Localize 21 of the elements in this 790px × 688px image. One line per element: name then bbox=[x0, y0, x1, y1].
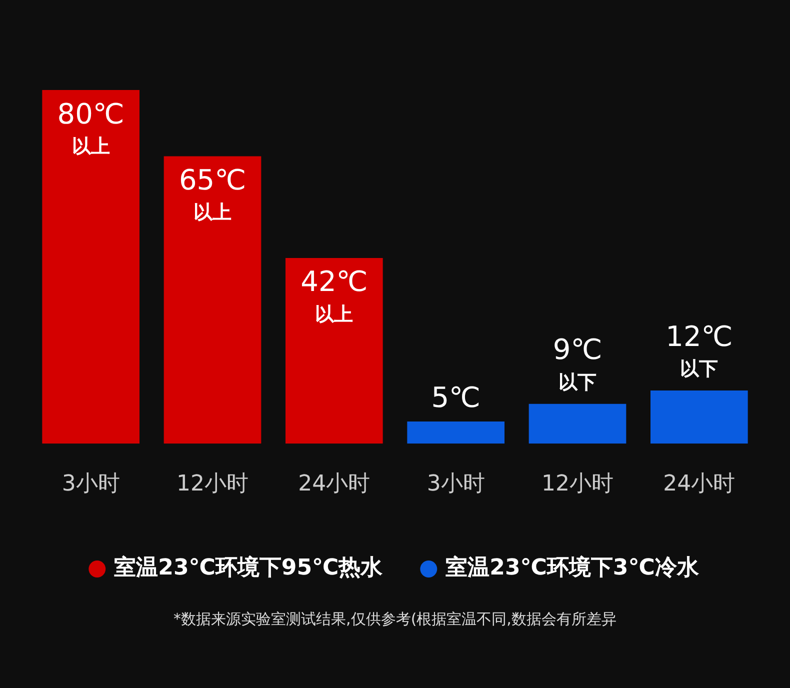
legend-label: 室温23℃环境下95℃热水 bbox=[114, 554, 384, 581]
bar bbox=[407, 422, 504, 444]
bar bbox=[286, 258, 383, 444]
bar bbox=[528, 404, 626, 444]
data-label: 42℃ 以上 bbox=[300, 265, 368, 326]
legend-label: 室温23℃环境下3℃冷水 bbox=[446, 554, 700, 581]
x-tick-label: 3小时 bbox=[62, 472, 120, 497]
x-tick-label: 12小时 bbox=[542, 472, 614, 497]
bar bbox=[164, 156, 262, 444]
x-tick-label: 24小时 bbox=[298, 472, 370, 497]
x-tick-label: 12小时 bbox=[176, 472, 248, 497]
data-label: 9℃ 以下 bbox=[552, 333, 602, 394]
x-tick-label: 24小时 bbox=[663, 472, 736, 497]
data-label: 80℃ 以上 bbox=[57, 97, 124, 158]
text: *数据来源实验室测试结果,仅供参考(根据室温不同,数据会有所差异 bbox=[172, 610, 618, 629]
bar bbox=[650, 390, 748, 444]
x-tick-label: 3小时 bbox=[426, 472, 485, 497]
data-label: 65℃ 以上 bbox=[178, 164, 246, 224]
bar bbox=[42, 90, 140, 444]
data-label: 12℃ 以下 bbox=[666, 320, 733, 380]
data-label: 5℃ bbox=[431, 380, 480, 414]
